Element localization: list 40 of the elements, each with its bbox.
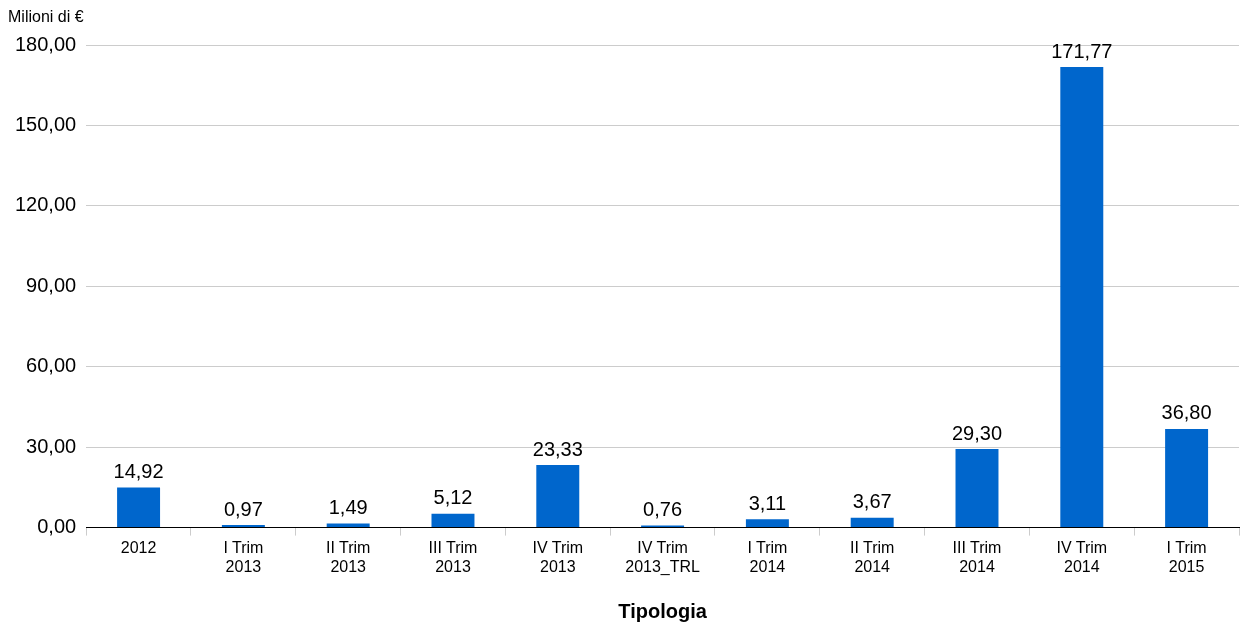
y-axis-title: Milioni di € bbox=[8, 8, 84, 26]
bar bbox=[955, 449, 999, 528]
y-tick-label: 60,00 bbox=[26, 354, 77, 377]
data-label: 171,77 bbox=[1051, 39, 1113, 62]
x-axis-title: Tipologia bbox=[618, 599, 708, 622]
x-tick-label: IV Trim 2013_TRL bbox=[625, 538, 701, 576]
data-label: 5,12 bbox=[433, 486, 473, 509]
bar bbox=[221, 525, 265, 528]
y-tick-label: 30,00 bbox=[26, 434, 77, 457]
bar bbox=[850, 517, 894, 528]
x-tick-label: I Trim 2014 bbox=[747, 538, 788, 575]
data-label: 29,30 bbox=[951, 421, 1003, 444]
x-tick-label: 2012 bbox=[120, 538, 157, 556]
bar bbox=[745, 519, 789, 528]
data-label: 36,80 bbox=[1161, 401, 1212, 424]
x-tick-label: I Trim 2015 bbox=[1166, 538, 1207, 575]
data-label: 23,33 bbox=[532, 437, 583, 460]
x-tick-label: I Trim 2013 bbox=[223, 538, 264, 575]
x-tick-label: IV Trim 2014 bbox=[1056, 538, 1108, 575]
data-label: 0,76 bbox=[643, 498, 683, 521]
bar bbox=[1060, 67, 1104, 528]
x-tick-label: IV Trim 2013 bbox=[532, 538, 584, 575]
y-tick-label: 180,00 bbox=[15, 32, 77, 55]
bar bbox=[1165, 428, 1209, 528]
data-label: 3,11 bbox=[748, 491, 787, 514]
x-tick-label: II Trim 2013 bbox=[325, 538, 371, 575]
y-tick-label: 120,00 bbox=[15, 193, 77, 216]
bar bbox=[117, 487, 161, 528]
y-tick-label: 150,00 bbox=[15, 112, 77, 135]
data-label: 14,92 bbox=[113, 460, 164, 483]
bar bbox=[536, 465, 580, 528]
x-tick-label: III Trim 2013 bbox=[428, 538, 478, 575]
data-label: 0,97 bbox=[223, 497, 263, 520]
x-tick-label: III Trim 2014 bbox=[952, 538, 1002, 575]
x-tick-label: II Trim 2014 bbox=[849, 538, 895, 575]
y-tick-label: 0,00 bbox=[37, 515, 77, 538]
data-label: 3,67 bbox=[852, 490, 892, 513]
y-tick-label: 90,00 bbox=[26, 273, 77, 296]
data-label: 1,49 bbox=[328, 496, 368, 519]
bar bbox=[431, 513, 475, 528]
